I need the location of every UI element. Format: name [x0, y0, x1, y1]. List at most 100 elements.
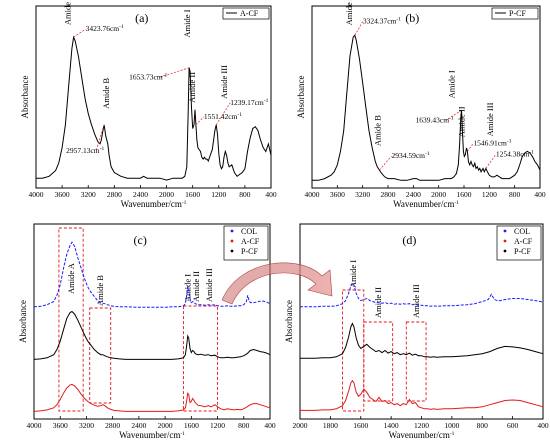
region-box	[405, 321, 427, 402]
series-line-a-cf	[300, 379, 544, 411]
peak-leader	[195, 116, 205, 126]
y-axis-label: Absorbance	[18, 300, 28, 343]
legend-label: A-CF	[241, 237, 260, 246]
legend-label: A-CF	[514, 237, 533, 246]
x-tick-label: 2400	[406, 190, 421, 199]
x-tick-label: 400	[265, 190, 277, 199]
x-tick-label: 1800	[323, 421, 338, 430]
series-line-p-cf	[300, 322, 544, 359]
x-tick-label: 1600	[457, 190, 472, 199]
series-line-a-cf	[36, 35, 272, 181]
peak-value: 3423.76cm-1	[86, 24, 124, 33]
x-tick-label: 1600	[353, 421, 368, 430]
legend-label: COL	[514, 227, 530, 236]
transition-arrow	[221, 262, 333, 305]
peak-leader	[445, 110, 462, 121]
x-tick-label: 3600	[53, 421, 68, 430]
panel-label: (d)	[402, 233, 416, 247]
legend-label: P-CF	[509, 9, 526, 18]
x-tick-label: 2000	[293, 421, 308, 430]
x-tick-label: 3200	[355, 190, 370, 199]
x-tick-label: 2800	[107, 190, 122, 199]
x-tick-label: 600	[507, 421, 519, 430]
peak-label: Amide I	[447, 70, 457, 98]
region-label: Amide A	[66, 262, 76, 294]
peak-value: 1239.17cm-1	[230, 98, 268, 107]
peak-leader	[467, 143, 474, 152]
x-tick-label: 4000	[29, 190, 44, 199]
series-line-p-cf	[33, 310, 271, 360]
panel-c: 4000 3600 3200 2800 2400 2000 1600 1200 800 400 Wa…	[18, 223, 276, 440]
x-tick-label: 400	[534, 190, 546, 199]
curved-arrow-icon	[221, 262, 333, 305]
series-line-p-cf	[312, 34, 541, 181]
peak-value: 1551.42cm-1	[204, 112, 242, 121]
x-tick-label: 400	[537, 421, 549, 430]
peak-value: 1653.73cm-1	[129, 73, 167, 82]
y-axis-label: Absorbance	[296, 76, 306, 119]
x-tick-label: 2000	[159, 190, 174, 199]
plot-frame	[35, 5, 272, 189]
x-tick-label: 1600	[185, 190, 200, 199]
peak-leader	[379, 155, 392, 171]
x-axis-label: Wavenumber/cm-1	[389, 430, 455, 440]
legend-label: A-CF	[240, 9, 259, 18]
region-label: Amide III	[204, 268, 214, 302]
peak-leader	[215, 102, 231, 126]
x-tick-label: 1400	[384, 421, 399, 430]
peak-label: Amide II	[187, 72, 197, 103]
region-box	[183, 305, 219, 412]
region-label: Amide III	[411, 284, 421, 318]
panel-label: (a)	[135, 11, 148, 25]
legend-label: P-CF	[241, 247, 258, 256]
region-box	[342, 289, 365, 412]
region-label: Amide B	[95, 275, 105, 306]
x-tick-label: 3600	[330, 190, 345, 199]
peak-leader	[159, 67, 190, 78]
peak-value: 3324.37cm-1	[363, 16, 401, 25]
x-tick-label: 4000	[305, 190, 320, 199]
region-label: Amide II	[191, 271, 201, 302]
region-label: Amide I	[348, 260, 358, 288]
peak-label: Amide III	[485, 102, 495, 136]
peak-label: Amide B	[101, 78, 111, 109]
legend-label: P-CF	[514, 247, 531, 256]
legend-box	[222, 7, 270, 20]
x-tick-label: 3200	[79, 421, 94, 430]
x-tick-label: 800	[239, 190, 251, 199]
x-tick-label: 1200	[210, 421, 225, 430]
plot-frame	[33, 223, 271, 420]
peak-label: Amide III	[219, 65, 229, 99]
x-tick-label: 400	[264, 421, 276, 430]
peak-leader	[354, 21, 364, 36]
legend-marker	[503, 229, 507, 233]
x-axis-label: Wavenumber/cm-1	[121, 199, 187, 209]
peak-value: 1639.43cm-1	[416, 115, 454, 124]
peak-value: 2957.13cm-1	[66, 146, 104, 155]
legend-marker	[230, 239, 234, 243]
x-tick-label: 1600	[184, 421, 199, 430]
y-axis-label: Absorbance	[20, 76, 30, 119]
x-tick-label: 2800	[105, 421, 120, 430]
legend-marker	[230, 249, 234, 253]
peak-label: Amide I	[182, 9, 192, 37]
x-tick-label: 2000	[431, 190, 446, 199]
x-tick-label: 800	[509, 190, 521, 199]
x-tick-label: 2000	[158, 421, 173, 430]
x-tick-label: 3200	[81, 190, 96, 199]
panel-label: (c)	[134, 233, 147, 247]
peak-label: Amide A	[63, 0, 73, 25]
peak-leader	[95, 124, 105, 151]
peak-label: Amide II	[456, 106, 466, 137]
legend-marker	[230, 229, 234, 233]
peak-leader	[485, 154, 497, 169]
x-axis-label: Wavenumber/cm-1	[393, 199, 459, 209]
x-tick-label: 2800	[381, 190, 396, 199]
x-tick-label: 1200	[211, 190, 226, 199]
peak-label: Amide B	[372, 115, 382, 146]
series-line-col	[300, 281, 544, 308]
panel-b: 4000 3600 3200 2800 2400 2000 1600 1200 800 400 Wa…	[296, 0, 546, 209]
peak-value: 1546.91cm-1	[473, 138, 511, 147]
x-tick-label: 1200	[414, 421, 429, 430]
